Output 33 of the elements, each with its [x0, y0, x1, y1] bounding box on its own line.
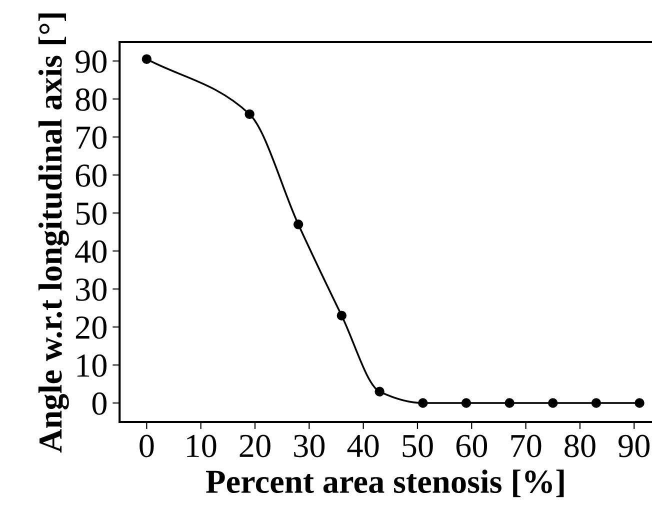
y-tick-label: 0 [92, 392, 107, 415]
y-tick-label: 70 [76, 126, 107, 149]
x-tick-label: 90 [618, 434, 650, 458]
y-tick-label: 60 [76, 164, 107, 187]
y-tick-label: 40 [75, 240, 107, 263]
y-tick-label: 80 [76, 88, 107, 111]
y-tick-label: 90 [76, 50, 107, 73]
x-tick-label: 30 [294, 434, 325, 458]
x-tick-label: 80 [564, 434, 596, 458]
y-tick-label: 20 [76, 316, 107, 339]
point [418, 398, 428, 408]
point [142, 54, 152, 64]
point [504, 398, 514, 408]
point [548, 398, 558, 408]
point [634, 398, 644, 408]
x-tick-label: 60 [456, 434, 488, 458]
point [293, 220, 304, 230]
x-tick-label: 10 [187, 434, 216, 458]
x-tick-label: 40 [347, 434, 379, 458]
point [336, 310, 347, 320]
point [461, 398, 472, 408]
y-axis-title: Angle w.r.t longitudinal axis [°] [38, 14, 69, 453]
point [374, 386, 384, 396]
point [591, 398, 602, 408]
x-tick-label: 50 [402, 434, 433, 458]
x-tick-label: 20 [240, 434, 270, 458]
y-tick-label: 30 [76, 278, 107, 301]
x-tick-label: 70 [511, 434, 542, 458]
y-tick-label: 10 [77, 354, 107, 377]
x-axis-title: Percent area stenosis [%] [206, 470, 564, 498]
x-tick-label: 0 [140, 434, 154, 458]
point [244, 109, 254, 120]
y-tick-label: 50 [76, 202, 107, 225]
